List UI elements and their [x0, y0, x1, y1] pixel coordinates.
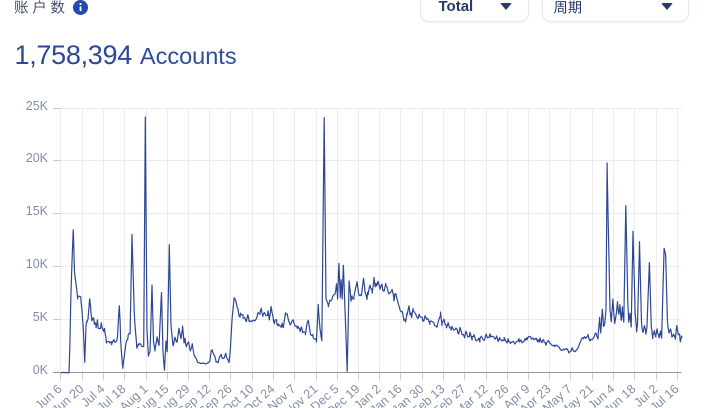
svg-text:25K: 25K: [26, 99, 49, 113]
svg-text:20K: 20K: [26, 151, 49, 165]
svg-text:10K: 10K: [26, 257, 49, 271]
svg-text:0K: 0K: [33, 363, 49, 377]
svg-text:5K: 5K: [33, 310, 49, 324]
svg-text:15K: 15K: [26, 204, 49, 218]
